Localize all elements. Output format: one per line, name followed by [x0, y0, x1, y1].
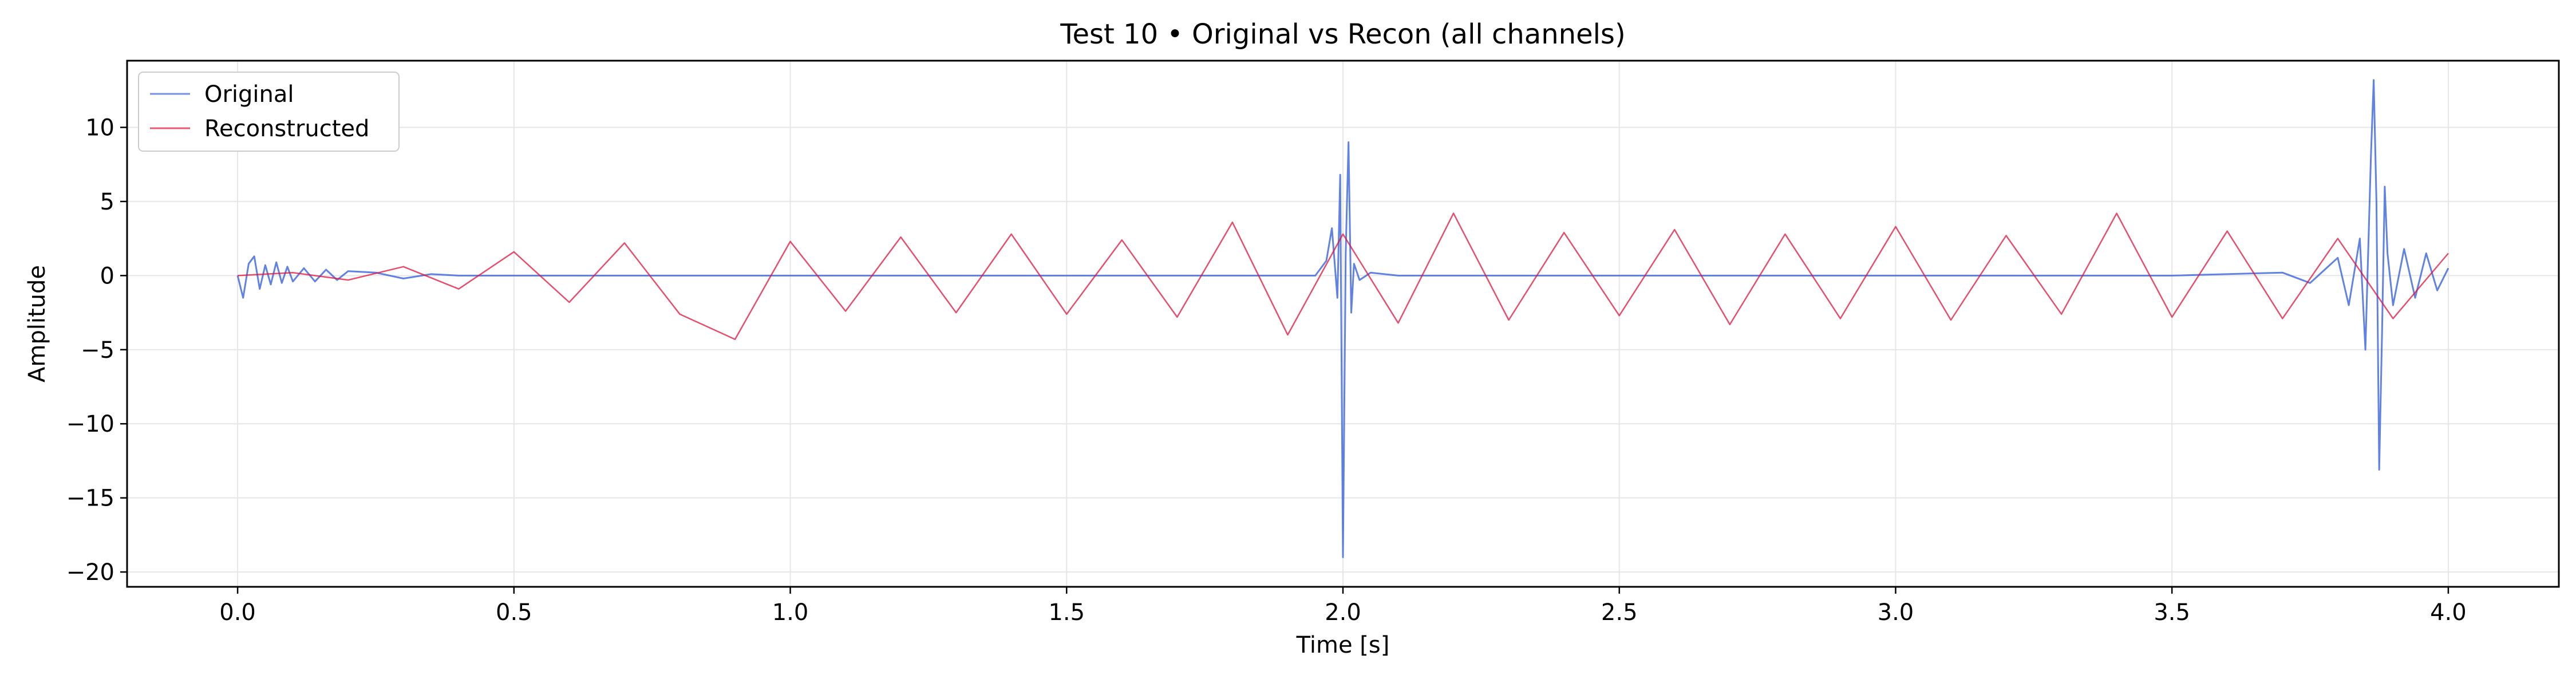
series-line-reconstructed — [238, 212, 2449, 340]
plot-series — [236, 79, 2449, 558]
x-tick-label: 1.5 — [1048, 599, 1085, 626]
x-tick-label: 0.5 — [496, 599, 532, 626]
x-axis-label: Time [s] — [1296, 632, 1390, 658]
legend-label-reconstructed: Reconstructed — [204, 116, 369, 142]
x-tick-label: 1.0 — [772, 599, 809, 626]
x-tick-label: 3.5 — [2154, 599, 2190, 626]
x-tick-label: 4.0 — [2430, 599, 2467, 626]
legend-label-original: Original — [204, 81, 294, 108]
chart-title: Test 10 • Original vs Recon (all channel… — [1060, 18, 1625, 50]
legend: Original Reconstructed — [138, 72, 400, 152]
legend-box — [138, 72, 400, 152]
x-tick-label: 0.0 — [219, 599, 256, 626]
x-ticks: 0.0 0.5 1.0 1.5 2.0 2.5 3.0 3.5 4.0 — [219, 587, 2467, 626]
series-line-original — [236, 79, 2449, 558]
y-tick-label: −10 — [66, 411, 114, 437]
y-tick-label: 10 — [85, 114, 114, 141]
x-tick-label: 3.0 — [1878, 599, 1914, 626]
y-tick-label: 0 — [100, 263, 114, 289]
x-tick-label: 2.0 — [1325, 599, 1361, 626]
y-tick-label: −5 — [81, 337, 114, 364]
y-tick-label: 5 — [100, 189, 114, 215]
x-tick-label: 2.5 — [1601, 599, 1638, 626]
y-ticks: 10 5 0 −5 −10 −15 −20 — [66, 114, 127, 586]
y-axis-label: Amplitude — [24, 265, 50, 382]
y-tick-label: −20 — [66, 559, 114, 586]
y-tick-label: −15 — [66, 485, 114, 512]
